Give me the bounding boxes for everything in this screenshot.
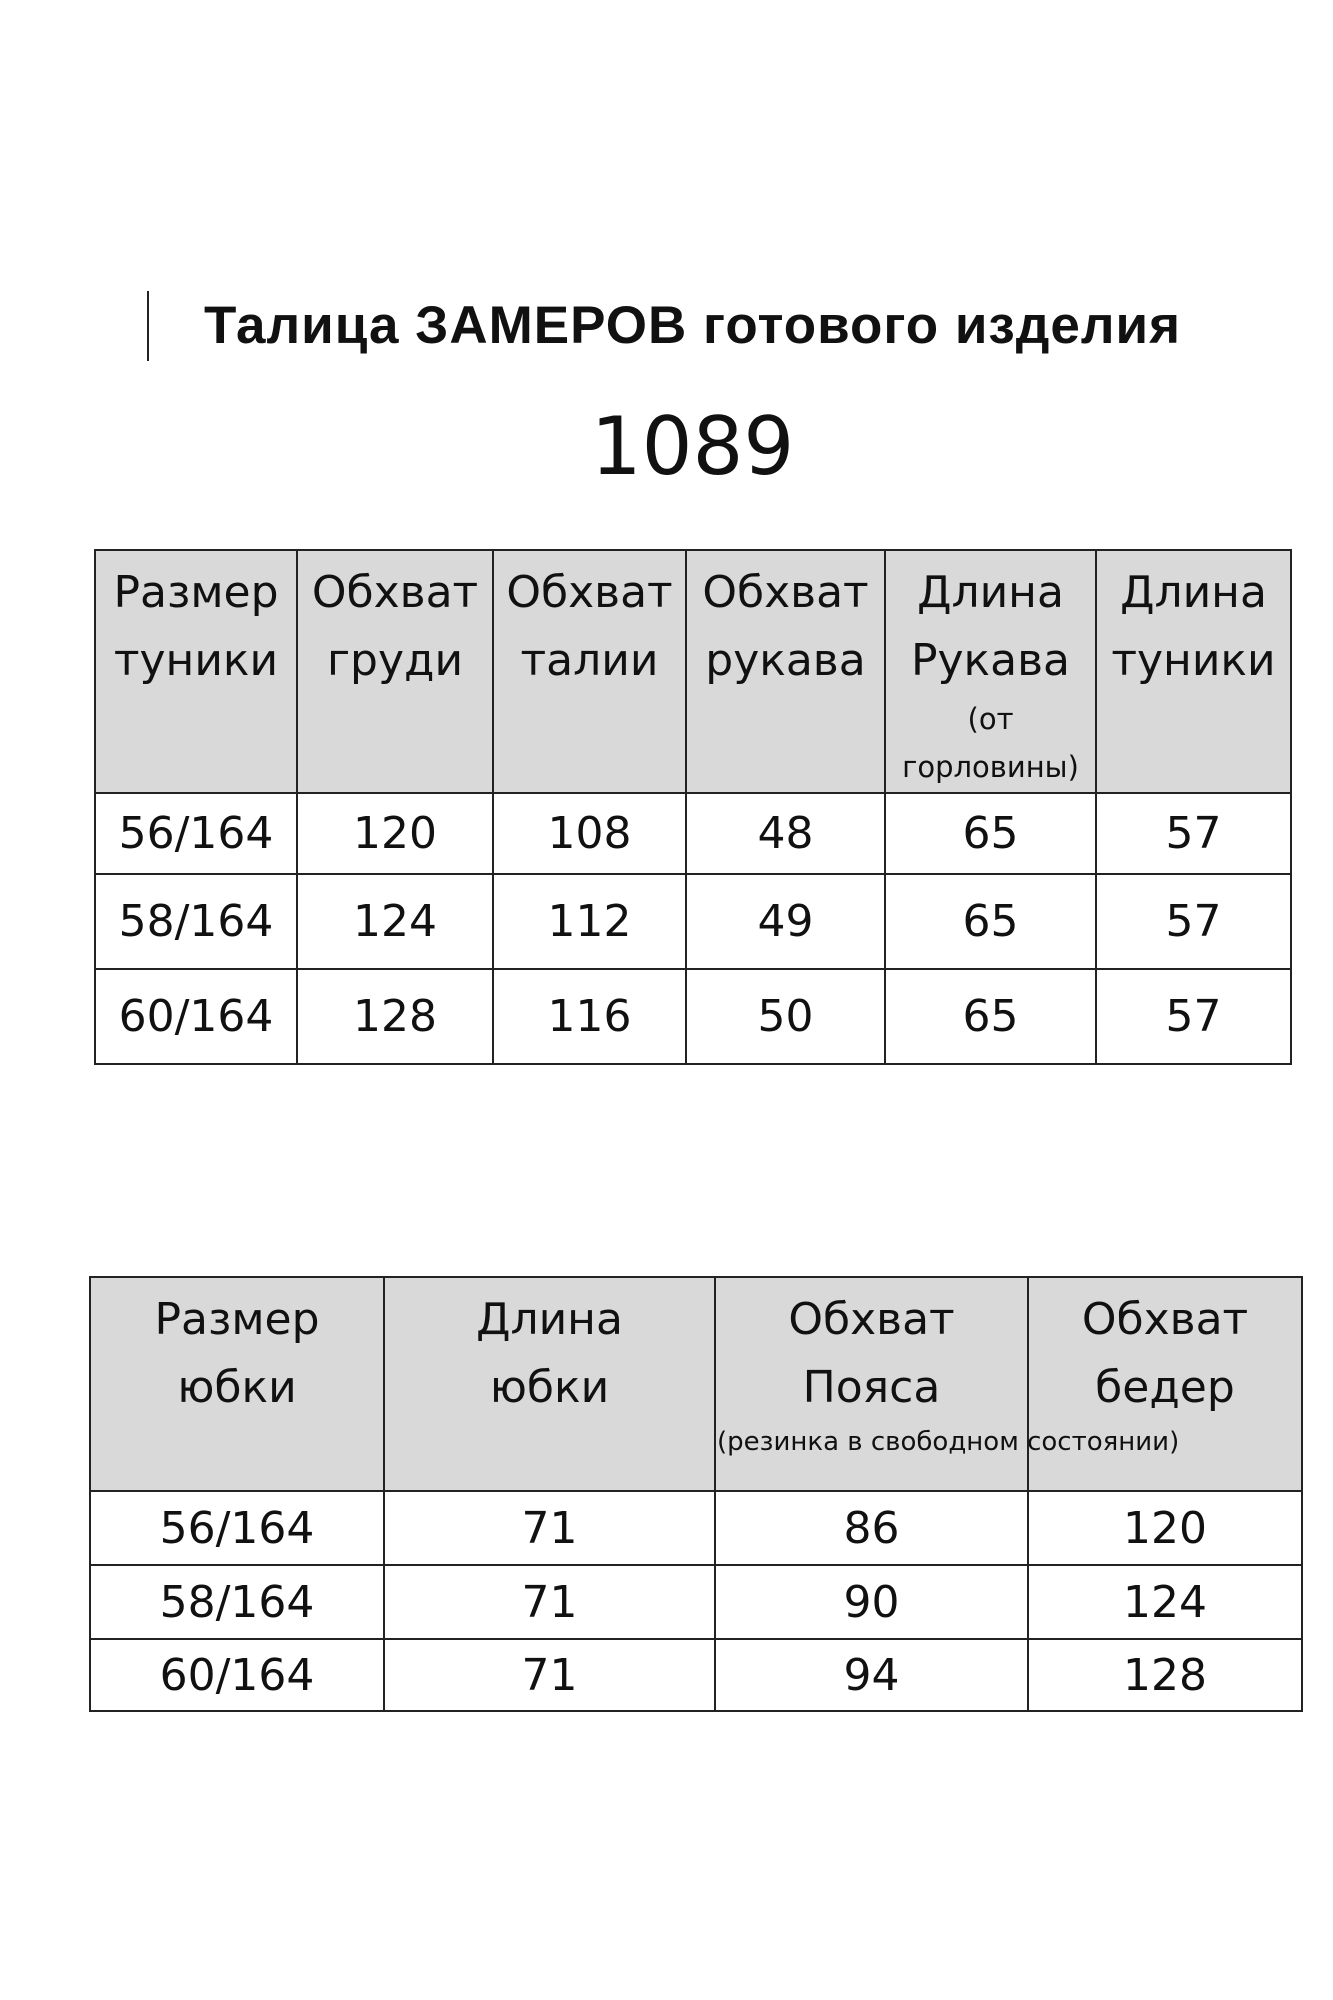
measurement-cell: 94 bbox=[714, 1638, 1029, 1712]
tunic-size-table: Размер туники Обхват груди Обхват талии Обх… bbox=[94, 549, 1292, 1065]
column-header: Обхват рукава bbox=[685, 549, 886, 794]
header-label: Обхват талии bbox=[506, 567, 673, 686]
measurement-cell: 112 bbox=[492, 873, 687, 970]
measurement-cell: 120 bbox=[1027, 1490, 1303, 1566]
size-cell: 56/164 bbox=[94, 792, 298, 875]
measurement-cell: 120 bbox=[296, 792, 494, 875]
header-label: Обхват груди bbox=[311, 567, 479, 686]
table-row: 60/164 71 94 128 bbox=[89, 1638, 1303, 1712]
measurement-cell: 57 bbox=[1095, 792, 1292, 875]
header-label: Обхват бедер bbox=[1081, 1294, 1249, 1413]
measurement-cell: 108 bbox=[492, 792, 687, 875]
column-header: Длина юбки bbox=[383, 1276, 716, 1492]
header-note: (резинка в свободном состоянии) bbox=[717, 1427, 1180, 1457]
size-cell: 58/164 bbox=[89, 1564, 385, 1640]
column-header: Размер юбки bbox=[89, 1276, 385, 1492]
header-label: Длина юбки bbox=[476, 1294, 623, 1413]
table-row: 56/164 120 108 48 65 57 bbox=[94, 792, 1292, 875]
measurement-cell: 128 bbox=[1027, 1638, 1303, 1712]
header-label: Обхват Пояса bbox=[788, 1294, 955, 1413]
measurement-cell: 116 bbox=[492, 968, 687, 1065]
measurement-cell: 57 bbox=[1095, 873, 1292, 970]
column-header: Обхват Пояса (резинка в свободном состоян… bbox=[714, 1276, 1180, 1492]
header-label: Длина Рукава bbox=[910, 567, 1070, 686]
column-header: Длина Рукава (от горловины) bbox=[884, 549, 1097, 794]
column-header: Размер туники bbox=[94, 549, 298, 794]
column-header: Обхват груди bbox=[296, 549, 494, 794]
size-cell: 56/164 bbox=[89, 1490, 385, 1566]
measurement-cell: 124 bbox=[1027, 1564, 1303, 1640]
measurement-cell: 65 bbox=[884, 792, 1097, 875]
column-header: Обхват бедер bbox=[1027, 1276, 1303, 1492]
column-header: Обхват талии bbox=[492, 549, 687, 794]
header-label: Размер юбки bbox=[154, 1294, 320, 1413]
column-header: Длина туники bbox=[1095, 549, 1292, 794]
table-row: 58/164 124 112 49 65 57 bbox=[94, 873, 1292, 970]
measurement-cell: 128 bbox=[296, 968, 494, 1065]
measurement-cell: 50 bbox=[685, 968, 886, 1065]
header-label: Обхват рукава bbox=[702, 567, 869, 686]
measurement-cell: 71 bbox=[383, 1490, 716, 1566]
measurement-cell: 57 bbox=[1095, 968, 1292, 1065]
header-row: Размер туники Обхват груди Обхват талии Обх… bbox=[94, 549, 1292, 794]
header-label: Размер туники bbox=[113, 567, 279, 686]
skirt-size-table: Размер юбки Длина юбки Обхват Пояса (резинк… bbox=[89, 1276, 1303, 1712]
model-number: 1089 bbox=[590, 400, 795, 493]
measurement-cell: 48 bbox=[685, 792, 886, 875]
measurement-cell: 124 bbox=[296, 873, 494, 970]
measurement-cell: 71 bbox=[383, 1638, 716, 1712]
size-cell: 60/164 bbox=[89, 1638, 385, 1712]
measurement-cell: 49 bbox=[685, 873, 886, 970]
header-label: Длина туники bbox=[1111, 567, 1276, 686]
page-title: Талица ЗАМЕРОВ готового изделия bbox=[203, 296, 1182, 355]
table-row: 58/164 71 90 124 bbox=[89, 1564, 1303, 1640]
measurement-cell: 90 bbox=[714, 1564, 1029, 1640]
table-row: 60/164 128 116 50 65 57 bbox=[94, 968, 1292, 1065]
size-cell: 60/164 bbox=[94, 968, 298, 1065]
measurement-cell: 65 bbox=[884, 968, 1097, 1065]
measurement-cell: 86 bbox=[714, 1490, 1029, 1566]
header-note: (от горловины) bbox=[902, 702, 1079, 784]
text-cursor bbox=[147, 291, 149, 361]
table-row: 56/164 71 86 120 bbox=[89, 1490, 1303, 1566]
size-cell: 58/164 bbox=[94, 873, 298, 970]
measurement-cell: 71 bbox=[383, 1564, 716, 1640]
measurement-cell: 65 bbox=[884, 873, 1097, 970]
header-row: Размер юбки Длина юбки Обхват Пояса (резинк… bbox=[89, 1276, 1303, 1492]
